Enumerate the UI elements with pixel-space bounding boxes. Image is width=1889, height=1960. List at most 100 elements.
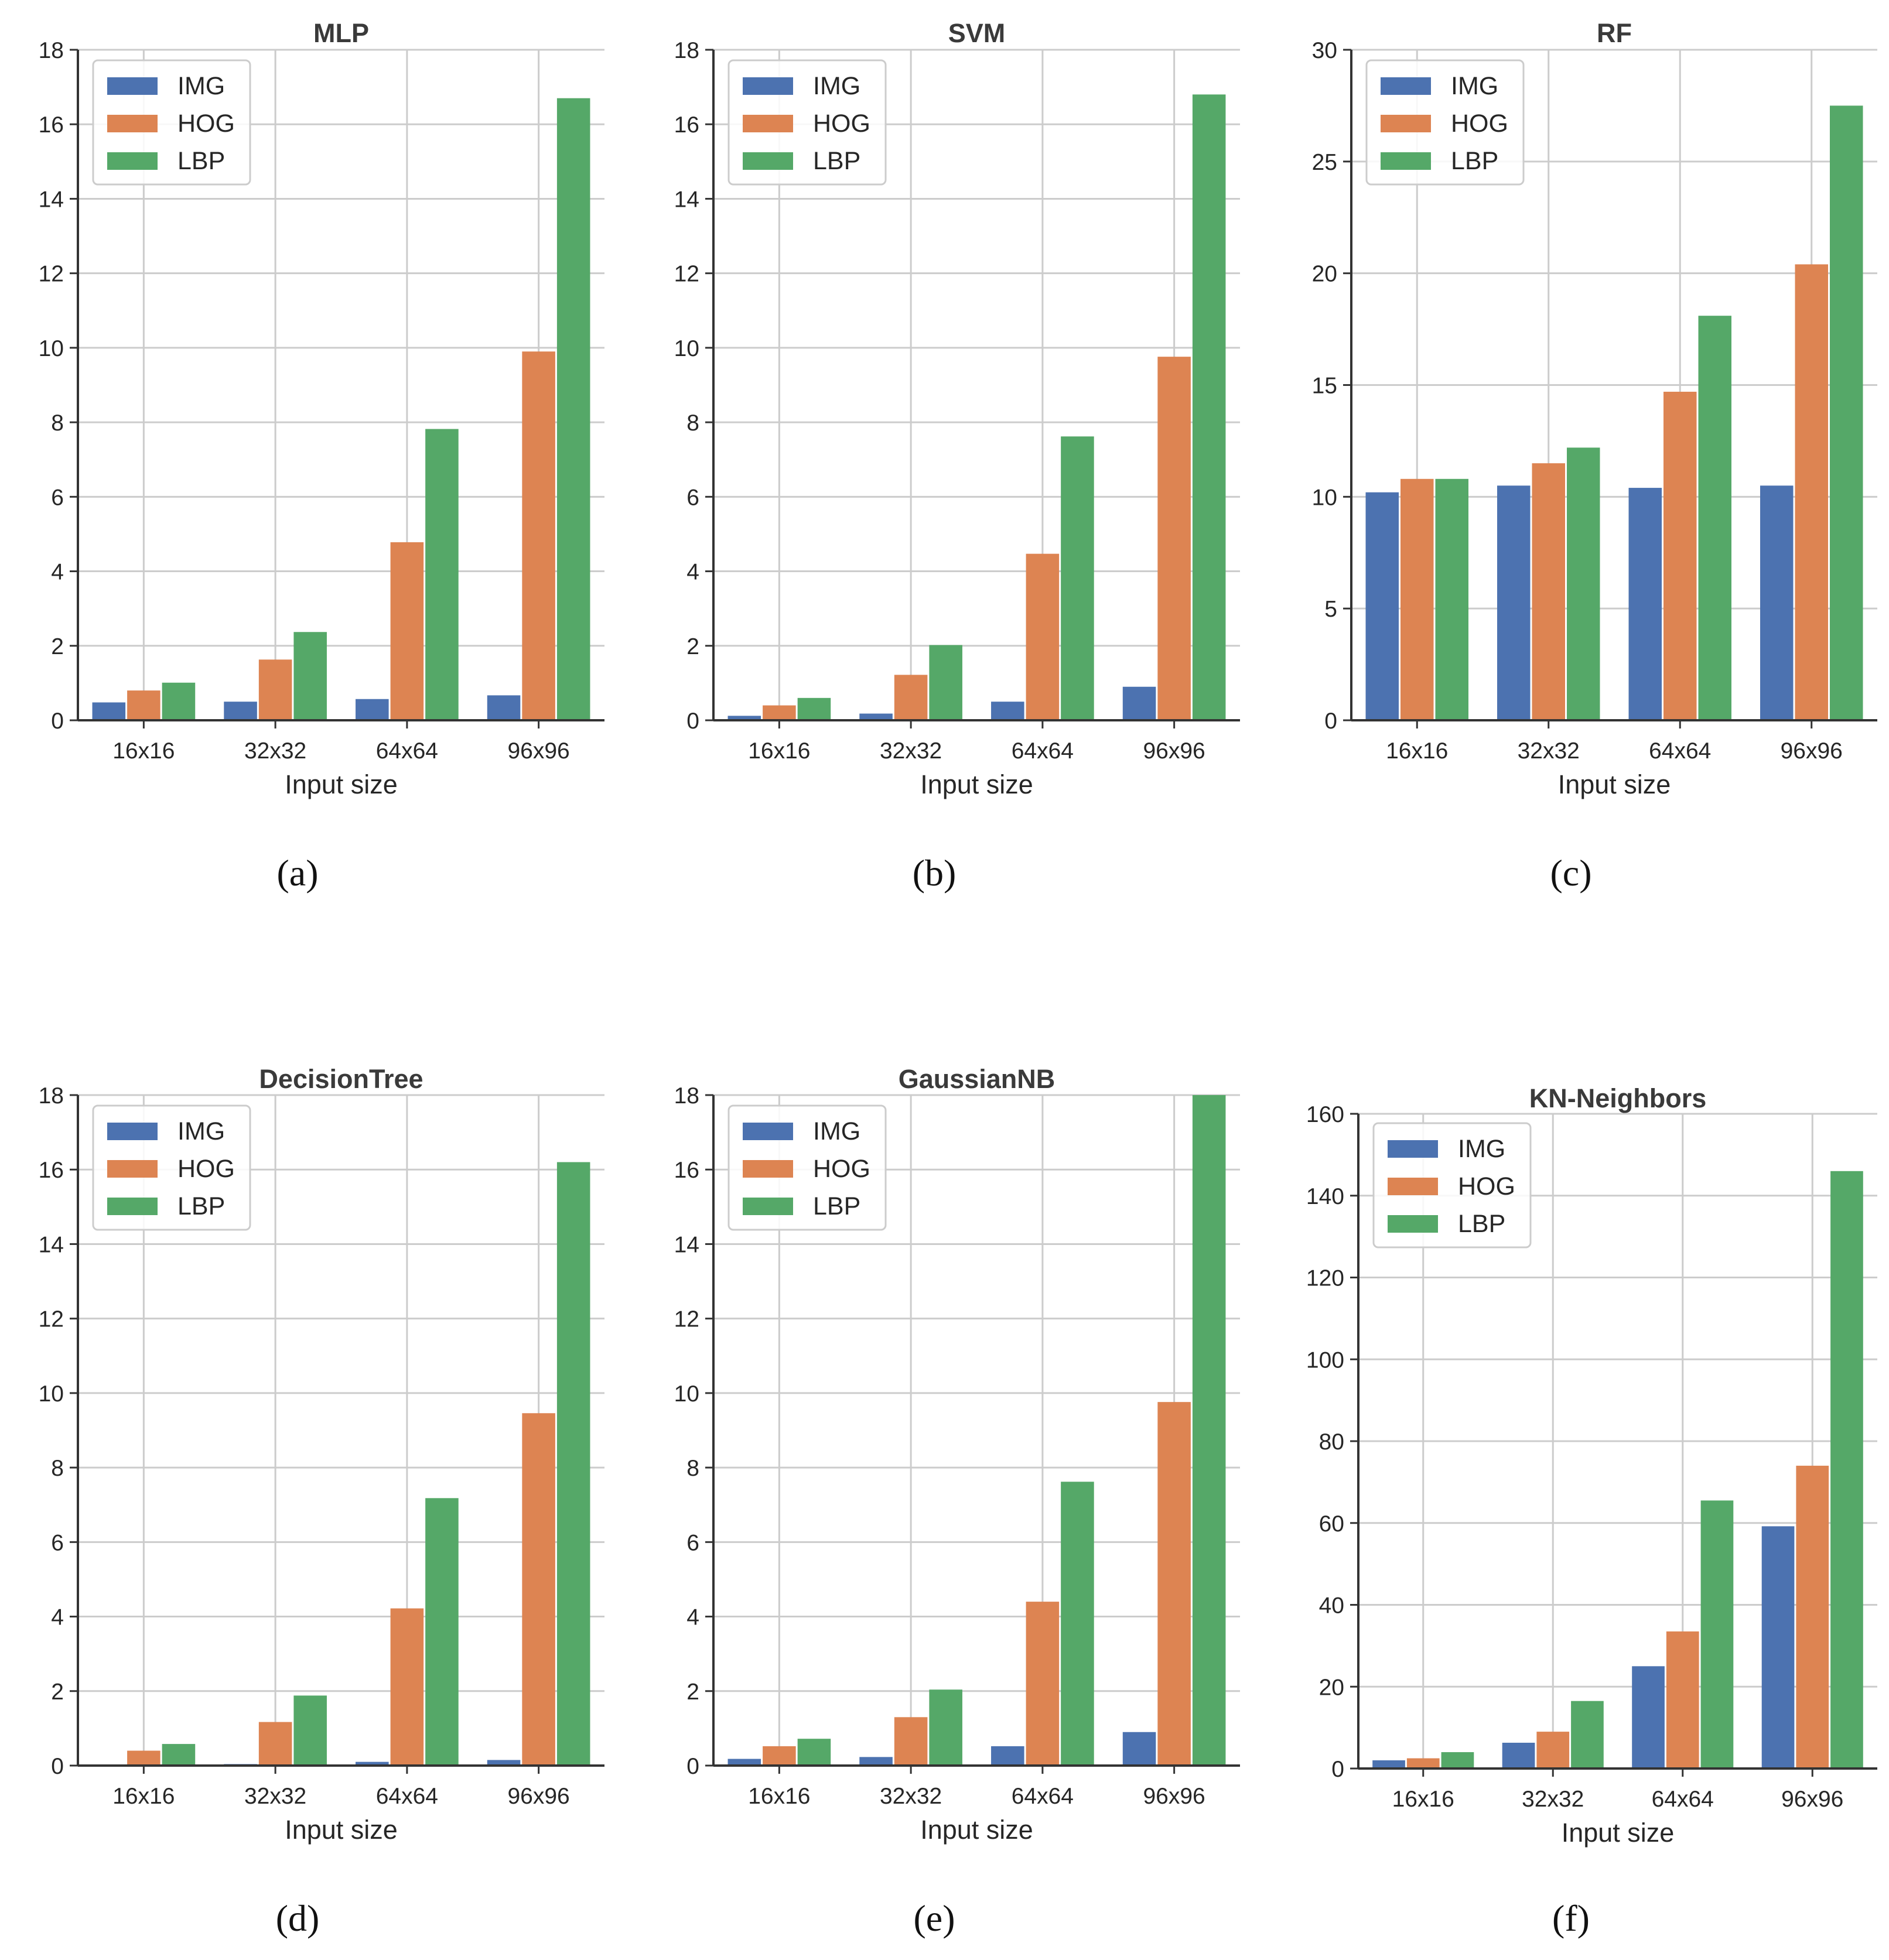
legend-label-hog: HOG bbox=[177, 1155, 235, 1183]
y-tick-label: 10 bbox=[1312, 485, 1337, 510]
y-tick-label: 18 bbox=[674, 1083, 699, 1109]
legend: IMG HOG LBP bbox=[92, 59, 251, 186]
bar-hog-64x64 bbox=[1026, 553, 1060, 720]
bar-hog-96x96 bbox=[1795, 264, 1828, 720]
y-tick-label: 6 bbox=[51, 1530, 64, 1555]
legend-swatch-hog bbox=[1381, 115, 1431, 132]
legend-label-lbp: LBP bbox=[813, 1192, 860, 1220]
legend-swatch-hog bbox=[743, 1160, 793, 1178]
bar-lbp-64x64 bbox=[1700, 1500, 1734, 1769]
bar-hog-32x32 bbox=[1536, 1732, 1570, 1769]
x-tick-label: 64x64 bbox=[1652, 1787, 1714, 1812]
y-tick-label: 8 bbox=[51, 411, 64, 436]
bar-lbp-16x16 bbox=[162, 1744, 196, 1766]
y-tick-label: 16 bbox=[674, 112, 699, 138]
panel-caption: (a) bbox=[276, 852, 318, 894]
bar-hog-96x96 bbox=[1157, 1402, 1191, 1766]
legend: IMG HOG LBP bbox=[1365, 59, 1525, 186]
bar-hog-16x16 bbox=[763, 1746, 796, 1766]
panel-caption: (c) bbox=[1550, 852, 1591, 894]
bar-lbp-16x16 bbox=[797, 697, 831, 720]
legend-swatch-lbp bbox=[1381, 152, 1431, 170]
y-tick-label: 0 bbox=[686, 1754, 699, 1779]
y-tick-label: 0 bbox=[51, 1754, 64, 1779]
legend-label-lbp: LBP bbox=[1451, 147, 1498, 175]
bar-img-16x16 bbox=[1372, 1760, 1405, 1769]
y-tick-label: 10 bbox=[39, 1381, 64, 1407]
bar-lbp-32x32 bbox=[293, 1695, 327, 1766]
y-tick-label: 80 bbox=[1319, 1429, 1344, 1455]
x-tick-label: 64x64 bbox=[376, 738, 438, 764]
bar-lbp-64x64 bbox=[1061, 1482, 1094, 1766]
legend-swatch-lbp bbox=[107, 1198, 158, 1215]
bar-lbp-32x32 bbox=[293, 632, 327, 720]
chart-title: KN-Neighbors bbox=[1529, 1083, 1707, 1113]
legend-label-lbp: LBP bbox=[1458, 1210, 1505, 1238]
bar-img-96x96 bbox=[1122, 1732, 1156, 1766]
y-tick-label: 6 bbox=[686, 485, 699, 510]
bar-img-96x96 bbox=[487, 1760, 521, 1766]
bar-hog-32x32 bbox=[258, 659, 292, 720]
x-tick-label: 96x96 bbox=[1781, 738, 1843, 764]
legend-swatch-hog bbox=[1388, 1178, 1438, 1195]
y-tick-label: 20 bbox=[1312, 262, 1337, 287]
bar-img-16x16 bbox=[1365, 492, 1399, 720]
bar-img-96x96 bbox=[1760, 485, 1794, 720]
x-tick-label: 32x32 bbox=[880, 738, 942, 764]
y-tick-label: 120 bbox=[1306, 1266, 1344, 1291]
y-tick-label: 10 bbox=[39, 336, 64, 361]
bar-lbp-32x32 bbox=[1566, 447, 1600, 720]
bar-hog-96x96 bbox=[1157, 357, 1191, 720]
x-tick-label: 16x16 bbox=[112, 1784, 175, 1809]
x-tick-label: 96x96 bbox=[1781, 1787, 1843, 1812]
bar-lbp-96x96 bbox=[1829, 105, 1863, 721]
legend-swatch-lbp bbox=[107, 152, 158, 170]
bar-lbp-96x96 bbox=[556, 1162, 590, 1766]
bar-hog-16x16 bbox=[763, 705, 796, 720]
chart-panel-2: SVM 0 2 4 6 8 10 12 14 16 18 16x16 32x32 64x64 96x96 In… bbox=[674, 18, 1240, 894]
chart-title: SVM bbox=[948, 18, 1006, 48]
legend-swatch-img bbox=[1388, 1140, 1438, 1158]
legend-swatch-lbp bbox=[743, 152, 793, 170]
y-tick-label: 14 bbox=[674, 187, 699, 212]
y-tick-label: 0 bbox=[686, 709, 699, 734]
x-tick-label: 64x64 bbox=[1012, 1784, 1074, 1809]
bar-lbp-16x16 bbox=[162, 682, 196, 720]
bar-hog-64x64 bbox=[1026, 1602, 1060, 1766]
y-tick-label: 14 bbox=[39, 187, 64, 212]
bar-lbp-64x64 bbox=[425, 1498, 459, 1766]
bar-img-32x32 bbox=[1502, 1742, 1535, 1769]
x-tick-label: 16x16 bbox=[748, 738, 810, 764]
y-tick-label: 15 bbox=[1312, 374, 1337, 399]
panel-caption: (f) bbox=[1552, 1897, 1590, 1939]
legend-label-img: IMG bbox=[1451, 72, 1498, 100]
x-tick-label: 32x32 bbox=[1518, 738, 1580, 764]
legend-label-img: IMG bbox=[177, 72, 225, 100]
bar-hog-64x64 bbox=[390, 542, 424, 720]
y-tick-label: 12 bbox=[39, 262, 64, 287]
bar-lbp-32x32 bbox=[929, 645, 962, 720]
y-tick-label: 8 bbox=[686, 411, 699, 436]
chart-panel-6: KN-Neighbors 0 20 40 60 80 100 120 140 160 16x16 32… bbox=[1306, 1083, 1877, 1939]
bar-img-96x96 bbox=[1122, 686, 1156, 720]
x-tick-label: 64x64 bbox=[1649, 738, 1711, 764]
y-tick-label: 160 bbox=[1306, 1102, 1344, 1127]
chart-panel-4: DecisionTree 0 2 4 6 8 10 12 14 16 18 16x16 32x32 64x… bbox=[39, 1064, 604, 1939]
bar-hog-96x96 bbox=[522, 1413, 555, 1766]
y-tick-label: 18 bbox=[39, 1083, 64, 1109]
y-tick-label: 4 bbox=[686, 560, 699, 585]
y-tick-label: 18 bbox=[39, 38, 64, 63]
x-axis-title: Input size bbox=[285, 1815, 398, 1845]
x-tick-label: 96x96 bbox=[1143, 1784, 1205, 1809]
y-tick-label: 20 bbox=[1319, 1675, 1344, 1700]
legend-label-img: IMG bbox=[177, 1117, 225, 1145]
bar-hog-32x32 bbox=[894, 675, 928, 720]
bar-hog-16x16 bbox=[127, 1750, 160, 1766]
x-axis-title: Input size bbox=[920, 1815, 1033, 1845]
y-tick-label: 10 bbox=[674, 1381, 699, 1407]
x-axis-title: Input size bbox=[1562, 1818, 1675, 1848]
y-tick-label: 12 bbox=[39, 1307, 64, 1332]
panel-caption: (b) bbox=[913, 852, 957, 894]
x-tick-label: 64x64 bbox=[1012, 738, 1074, 764]
bar-img-32x32 bbox=[859, 713, 893, 720]
